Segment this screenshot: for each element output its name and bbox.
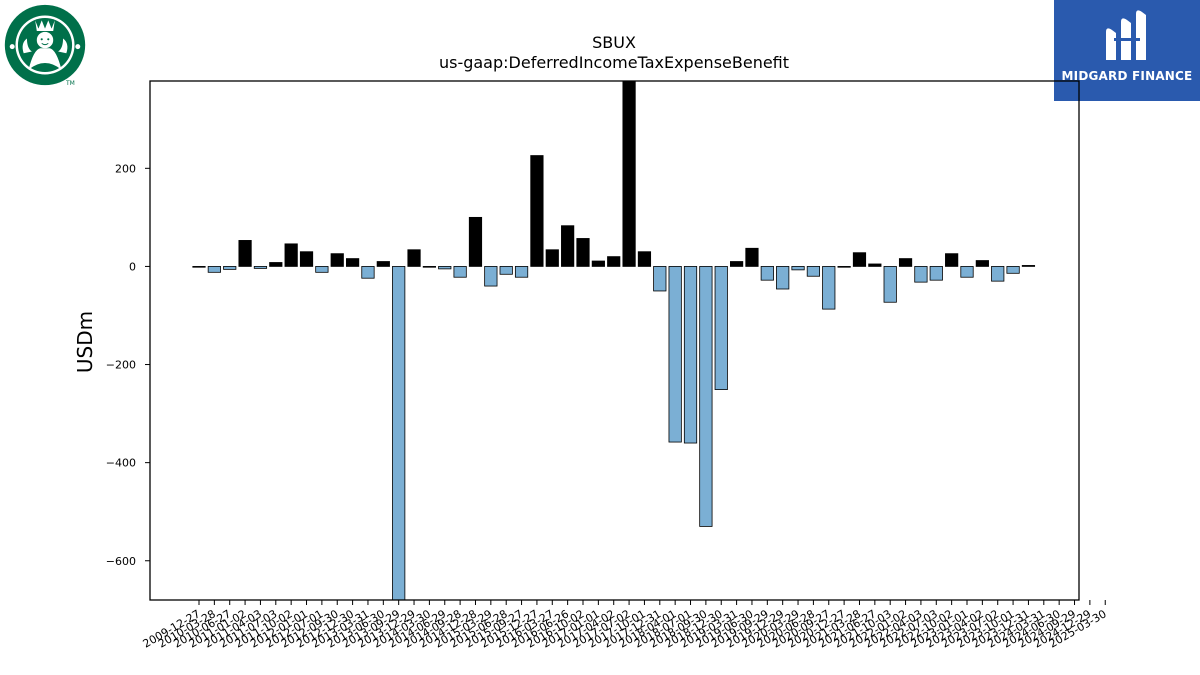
bar-2019-09-29 xyxy=(776,266,790,290)
bar-2013-06-30 xyxy=(392,266,406,601)
bar-2015-03-29 xyxy=(499,266,513,275)
bar-2016-03-27 xyxy=(561,225,575,267)
bar-2020-12-27 xyxy=(852,252,867,267)
bar-2016-10-02 xyxy=(591,260,605,267)
bar-2023-07-02 xyxy=(1006,266,1020,274)
plot-frame xyxy=(149,80,1080,601)
bar-2021-03-28 xyxy=(868,263,882,267)
bar-2017-12-31 xyxy=(668,266,682,443)
bar-2012-09-30 xyxy=(345,258,360,267)
bar-2019-03-31 xyxy=(745,247,759,267)
bar-2014-12-28 xyxy=(484,266,498,287)
bar-2012-12-30 xyxy=(361,266,375,279)
bar-2017-04-02 xyxy=(622,80,636,267)
bar-2011-10-02 xyxy=(299,251,314,267)
bar-2015-06-28 xyxy=(514,266,529,278)
bar-2014-09-28 xyxy=(468,216,483,267)
y-tick-label: −200 xyxy=(106,359,136,372)
bar-2017-01-01 xyxy=(607,256,621,267)
bar-2023-10-01 xyxy=(1021,265,1036,267)
y-tick-label: −400 xyxy=(106,457,136,470)
bar-2019-12-29 xyxy=(791,266,805,271)
bar-2022-10-02 xyxy=(960,266,974,278)
midgard-emblem-icon xyxy=(1106,10,1146,60)
bar-2009-12-27 xyxy=(192,266,206,268)
bar-2013-03-31 xyxy=(376,261,390,267)
y-tick-label: −600 xyxy=(106,555,136,568)
y-axis-label: USDm xyxy=(73,311,97,373)
y-tick-label: 0 xyxy=(129,260,136,273)
chart-title: SBUX xyxy=(592,33,636,52)
bar-2014-06-29 xyxy=(453,266,467,278)
bar-2023-04-02 xyxy=(991,266,1005,282)
bar-2020-03-29 xyxy=(806,266,821,277)
bar-2019-06-30 xyxy=(760,266,774,281)
bar-2010-10-03 xyxy=(238,240,252,267)
trademark-mark: TM xyxy=(66,80,75,87)
bar-2011-01-02 xyxy=(253,266,268,269)
bar-2022-04-03 xyxy=(929,266,943,281)
bar-2018-12-30 xyxy=(730,261,744,267)
bar-2013-12-29 xyxy=(422,266,437,268)
bar-2017-10-01 xyxy=(653,266,667,292)
bar-2023-01-01 xyxy=(975,260,989,267)
bar-2021-10-03 xyxy=(898,258,913,267)
bar-2015-09-27 xyxy=(530,155,544,267)
chart-subtitle: us-gaap:DeferredIncomeTaxExpenseBenefit xyxy=(439,53,789,72)
midgard-finance-text: MIDGARD FINANCE xyxy=(1061,69,1193,83)
bar-2013-09-29 xyxy=(407,249,421,267)
bar-2020-09-27 xyxy=(837,266,851,268)
bar-2012-01-01 xyxy=(315,266,329,273)
bar-2016-06-26 xyxy=(576,238,590,267)
bar-2020-06-28 xyxy=(822,266,836,310)
bar-2014-03-30 xyxy=(438,266,452,270)
bar-2017-07-02 xyxy=(637,251,652,267)
bar-2018-04-01 xyxy=(683,266,698,444)
bar-2022-07-03 xyxy=(945,253,959,267)
x-axis-ticks: 2009-12-272010-03-282010-06-272011-01-02… xyxy=(141,600,1109,651)
y-tick-label: 200 xyxy=(115,162,136,175)
bar-2011-04-03 xyxy=(269,262,283,267)
starbucks-siren-logo xyxy=(4,4,86,86)
bar-2018-09-30 xyxy=(714,266,728,390)
y-axis-ticks: −600 −400 −200 0 200 xyxy=(106,162,150,568)
bar-2022-01-02 xyxy=(914,266,928,283)
bar-2011-07-03 xyxy=(284,243,298,267)
bar-2010-03-28 xyxy=(207,266,221,273)
bar-2012-07-01 xyxy=(330,253,344,267)
bar-2018-07-01 xyxy=(699,266,713,527)
bar-2021-06-27 xyxy=(883,266,897,303)
bar-series xyxy=(192,80,1036,601)
bar-2015-12-27 xyxy=(545,249,559,267)
midgard-finance-logo: MIDGARD FINANCE xyxy=(1054,0,1200,101)
bar-2010-06-27 xyxy=(223,266,237,270)
